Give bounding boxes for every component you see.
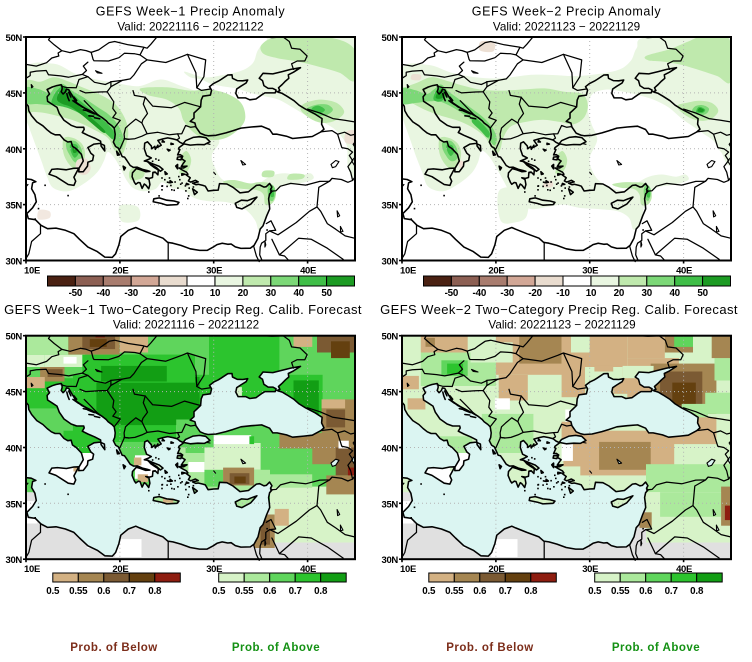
svg-text:40N: 40N (381, 444, 398, 455)
svg-text:0.7: 0.7 (123, 586, 137, 597)
svg-text:20E: 20E (112, 265, 128, 276)
svg-text:30N: 30N (5, 257, 22, 268)
svg-text:0.6: 0.6 (97, 586, 111, 597)
svg-text:-20: -20 (152, 288, 166, 299)
svg-text:-50: -50 (445, 288, 459, 299)
svg-text:0.6: 0.6 (473, 586, 487, 597)
svg-text:35N: 35N (381, 499, 398, 510)
svg-text:45N: 45N (5, 89, 22, 100)
svg-text:45N: 45N (381, 89, 398, 100)
svg-text:10E: 10E (24, 265, 40, 276)
svg-text:-40: -40 (97, 288, 111, 299)
svg-text:10E: 10E (24, 564, 40, 575)
svg-text:GEFS Week−1 Precip Anomaly: GEFS Week−1 Precip Anomaly (96, 5, 286, 19)
svg-text:50N: 50N (5, 33, 22, 44)
svg-text:0.5: 0.5 (212, 586, 226, 597)
svg-text:0.55: 0.55 (69, 586, 88, 597)
svg-text:0.8: 0.8 (690, 586, 704, 597)
svg-text:-40: -40 (473, 288, 487, 299)
svg-text:0.8: 0.8 (524, 586, 538, 597)
svg-text:-20: -20 (528, 288, 542, 299)
svg-text:50N: 50N (381, 332, 398, 343)
svg-text:40E: 40E (300, 265, 316, 276)
svg-text:30: 30 (642, 288, 653, 299)
svg-text:40N: 40N (5, 145, 22, 156)
svg-text:20: 20 (614, 288, 625, 299)
svg-text:30N: 30N (381, 555, 398, 566)
svg-text:Prob. of Below: Prob. of Below (446, 642, 534, 654)
svg-text:0.55: 0.55 (445, 586, 464, 597)
svg-text:Prob. of Below: Prob. of Below (70, 642, 158, 654)
svg-text:20E: 20E (488, 265, 504, 276)
svg-text:0.8: 0.8 (148, 586, 162, 597)
svg-text:0.55: 0.55 (235, 586, 254, 597)
svg-text:Valid: 20221116 − 20221122: Valid: 20221116 − 20221122 (117, 21, 263, 34)
svg-text:35N: 35N (381, 201, 398, 212)
svg-text:0.5: 0.5 (588, 586, 602, 597)
svg-text:30E: 30E (206, 564, 222, 575)
svg-text:10E: 10E (400, 564, 416, 575)
svg-text:0.6: 0.6 (639, 586, 653, 597)
svg-text:-30: -30 (500, 288, 514, 299)
svg-text:20E: 20E (488, 564, 504, 575)
svg-text:30N: 30N (5, 555, 22, 566)
svg-text:40N: 40N (5, 444, 22, 455)
svg-text:-10: -10 (556, 288, 570, 299)
svg-text:35N: 35N (5, 499, 22, 510)
svg-text:40: 40 (293, 288, 304, 299)
svg-text:20: 20 (238, 288, 249, 299)
svg-text:10: 10 (586, 288, 597, 299)
svg-text:GEFS Week−2 Precip Anomaly: GEFS Week−2 Precip Anomaly (472, 5, 662, 19)
svg-text:30E: 30E (582, 564, 598, 575)
svg-text:0.7: 0.7 (289, 586, 303, 597)
svg-text:Valid: 20221123 − 20221129: Valid: 20221123 − 20221129 (493, 21, 640, 34)
svg-text:0.55: 0.55 (611, 586, 630, 597)
svg-text:50: 50 (697, 288, 708, 299)
svg-text:GEFS Week−1 Two−Category Preci: GEFS Week−1 Two−Category Precip Reg. Cal… (4, 302, 362, 317)
svg-text:45N: 45N (381, 388, 398, 399)
svg-text:40E: 40E (300, 564, 316, 575)
svg-text:30E: 30E (582, 265, 598, 276)
svg-text:50: 50 (321, 288, 332, 299)
svg-text:Valid: 20221123 − 20221129: Valid: 20221123 − 20221129 (488, 319, 635, 332)
svg-text:50N: 50N (381, 33, 398, 44)
svg-text:0.8: 0.8 (314, 586, 328, 597)
svg-text:40: 40 (669, 288, 680, 299)
svg-text:0.7: 0.7 (499, 586, 513, 597)
svg-text:GEFS Week−2 Two−Category Preci: GEFS Week−2 Two−Category Precip Reg. Cal… (380, 302, 738, 317)
svg-text:-30: -30 (124, 288, 138, 299)
svg-text:Prob. of Above: Prob. of Above (232, 642, 320, 654)
svg-text:30N: 30N (381, 257, 398, 268)
svg-text:40N: 40N (381, 145, 398, 156)
svg-text:30: 30 (266, 288, 277, 299)
svg-text:0.5: 0.5 (422, 586, 436, 597)
svg-text:20E: 20E (112, 564, 128, 575)
svg-text:Valid: 20221116 − 20221122: Valid: 20221116 − 20221122 (113, 319, 259, 332)
svg-text:0.6: 0.6 (263, 586, 277, 597)
svg-text:40E: 40E (676, 564, 692, 575)
svg-text:10E: 10E (400, 265, 416, 276)
svg-text:10: 10 (210, 288, 221, 299)
svg-text:Prob. of Above: Prob. of Above (612, 642, 700, 654)
svg-text:40E: 40E (676, 265, 692, 276)
svg-text:30E: 30E (206, 265, 222, 276)
svg-text:-10: -10 (180, 288, 194, 299)
svg-text:45N: 45N (5, 388, 22, 399)
svg-text:0.5: 0.5 (46, 586, 60, 597)
svg-text:35N: 35N (5, 201, 22, 212)
svg-text:50N: 50N (5, 332, 22, 343)
svg-text:-50: -50 (69, 288, 83, 299)
svg-text:0.7: 0.7 (665, 586, 679, 597)
